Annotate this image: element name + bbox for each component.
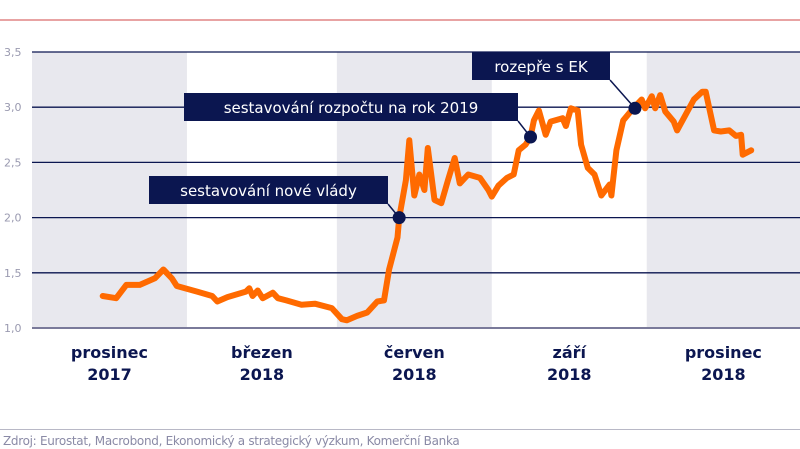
source-note: Zdroj: Eurostat, Macrobond, Ekonomický a… [3,434,460,448]
y-tick-label: 3,5 [4,46,22,59]
annotation-marker [524,130,538,144]
annotation-box [184,93,518,121]
x-tick-label-year: 2018 [547,365,592,384]
x-tick-label-year: 2017 [87,365,132,384]
annotation-marker [392,211,406,225]
x-tick-label-month: březen [231,343,293,362]
annotation-label: rozepře s EK [494,58,589,76]
annotation-marker [628,101,642,115]
annotation-label: sestavování nové vlády [180,182,357,200]
x-tick-label-year: 2018 [392,365,437,384]
y-tick-label: 1,0 [4,322,22,335]
data-series-line [99,88,755,324]
x-tick-label-month: prosinec [71,343,148,362]
x-tick-label-month: září [553,343,588,362]
x-tick-label-month: červen [384,343,445,362]
top-divider [0,19,800,21]
annotation-label: sestavování rozpočtu na rok 2019 [224,99,479,117]
annotation-box [472,52,610,80]
x-tick-label-year: 2018 [240,365,285,384]
y-tick-label: 3,0 [4,101,22,114]
annotation-box [149,176,388,204]
y-tick-label: 1,5 [4,267,22,280]
x-tick-label-year: 2018 [701,365,746,384]
y-tick-label: 2,0 [4,212,22,225]
line-chart: prosinec 2017 březen 2018 červen 2018 září 2018… [4,46,800,384]
footer-divider [0,429,800,430]
x-tick-label-month: prosinec [685,343,762,362]
y-tick-label: 2,5 [4,156,22,169]
shaded-band [646,52,800,328]
